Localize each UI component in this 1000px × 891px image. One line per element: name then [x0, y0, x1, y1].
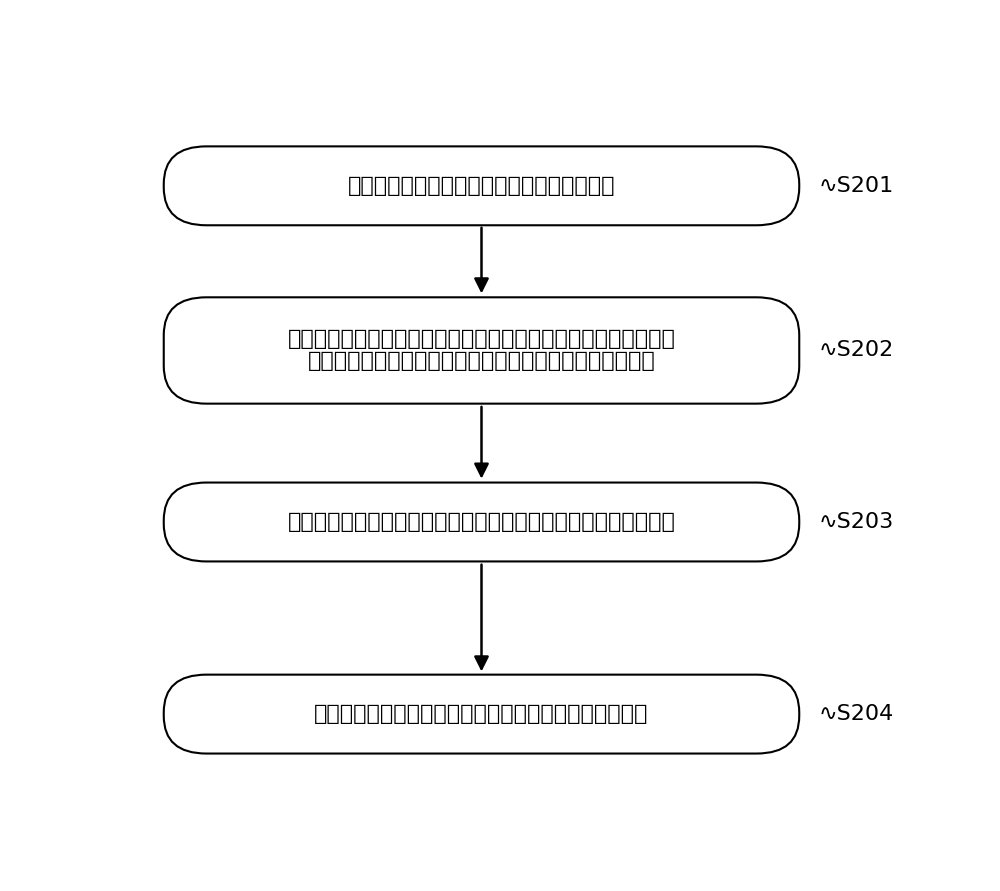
Text: 将管道中心线坐标数据分别在水平方向和竖直方向进行投影，获得: 将管道中心线坐标数据分别在水平方向和竖直方向进行投影，获得	[288, 330, 675, 349]
FancyBboxPatch shape	[164, 146, 799, 225]
FancyBboxPatch shape	[164, 674, 799, 754]
Text: 获取管道环焊缝编号及对应的中心线坐标数据: 获取管道环焊缝编号及对应的中心线坐标数据	[348, 176, 615, 196]
Text: ∿S203: ∿S203	[819, 512, 894, 532]
Text: 根据弯曲曲率，确定管道中心线上各坐标点的应变和应力: 根据弯曲曲率，确定管道中心线上各坐标点的应变和应力	[314, 704, 649, 724]
Text: ∿S201: ∿S201	[819, 176, 894, 196]
FancyBboxPatch shape	[164, 298, 799, 404]
Text: 基于在水平方向和竖直方向的投影数据，计算各坐标点的弯曲曲率: 基于在水平方向和竖直方向的投影数据，计算各坐标点的弯曲曲率	[288, 512, 675, 532]
Text: ∿S202: ∿S202	[819, 340, 894, 361]
Text: ∿S204: ∿S204	[819, 704, 894, 724]
FancyBboxPatch shape	[164, 483, 799, 561]
Text: 管道中心线坐标数据分别在水平方向和竖直方向的投影数据: 管道中心线坐标数据分别在水平方向和竖直方向的投影数据	[308, 351, 655, 372]
